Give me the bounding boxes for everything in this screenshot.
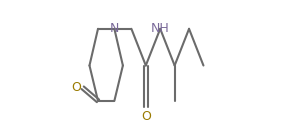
Text: O: O xyxy=(141,110,151,123)
Text: NH: NH xyxy=(151,22,170,35)
Text: O: O xyxy=(71,81,81,94)
Text: N: N xyxy=(110,22,119,35)
